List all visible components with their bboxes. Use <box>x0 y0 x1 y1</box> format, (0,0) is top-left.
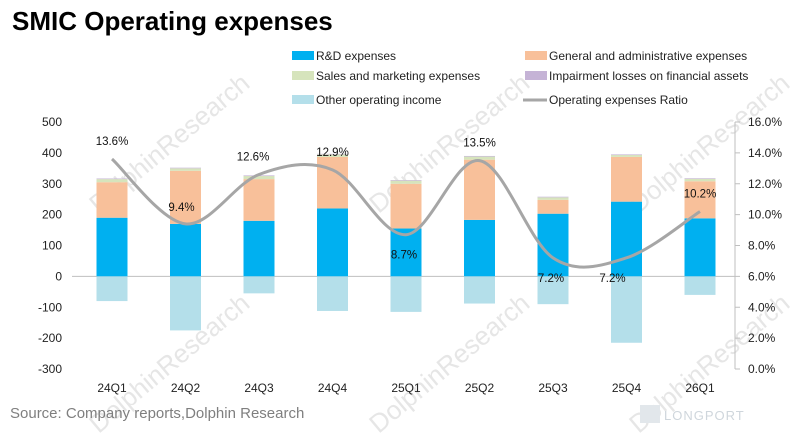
legend-swatch-other <box>292 95 314 104</box>
bar-rd <box>317 208 348 277</box>
bar-ga <box>537 199 569 214</box>
y-left-tick: 400 <box>42 146 62 160</box>
bar-other <box>243 276 275 294</box>
ratio-data-label: 7.2% <box>599 273 625 285</box>
x-tick: 24Q1 <box>97 381 127 395</box>
bar-sales <box>684 178 716 182</box>
bar-impairment <box>611 154 642 156</box>
y-left-tick: 300 <box>42 177 62 191</box>
bar-impairment <box>684 178 716 179</box>
legend-label-ratio: Operating expenses Ratio <box>549 93 688 107</box>
bar-sales <box>96 179 128 183</box>
y-left-tick: -300 <box>38 362 62 376</box>
y-right-tick: 16.0% <box>748 115 782 129</box>
legend-label-rd: R&D expenses <box>316 49 396 63</box>
bar-ga <box>317 156 348 209</box>
ratio-data-label: 13.5% <box>463 138 496 150</box>
bar-rd <box>170 223 201 277</box>
bar-sales <box>317 154 348 157</box>
bar-other <box>96 276 128 302</box>
chart-title: SMIC Operating expenses <box>12 6 333 36</box>
bar-ga <box>243 179 275 221</box>
ratio-data-label: 10.2% <box>684 189 717 201</box>
watermark-text: DolphinResearch <box>363 288 535 438</box>
bar-sales <box>537 197 569 200</box>
y-right-tick: 6.0% <box>748 269 776 283</box>
bar-other <box>317 276 348 311</box>
x-tick: 25Q2 <box>465 381 495 395</box>
y-right-tick: 14.0% <box>748 146 782 160</box>
bar-rd <box>390 228 422 277</box>
y-left-tick: 200 <box>42 208 62 222</box>
bar-sales <box>611 155 642 157</box>
bar-sales <box>243 176 275 180</box>
x-tick: 26Q1 <box>685 381 715 395</box>
ratio-data-label: 13.6% <box>96 136 129 148</box>
y-right-tick: 2.0% <box>748 331 776 345</box>
legend-swatch-ga <box>525 51 547 60</box>
y-left-tick: -100 <box>38 300 62 314</box>
bar-ga <box>611 156 642 202</box>
bar-other <box>390 276 422 312</box>
ratio-data-label: 9.4% <box>168 202 194 214</box>
legend-label-other: Other operating income <box>316 93 442 107</box>
bar-ga <box>96 182 128 218</box>
ratio-data-label: 12.9% <box>316 147 349 159</box>
bar-ga <box>464 159 495 220</box>
bar-rd <box>611 201 642 277</box>
watermark-text: DolphinResearch <box>363 68 535 219</box>
bar-impairment <box>464 155 495 157</box>
bar-impairment <box>96 178 128 180</box>
bar-other <box>684 276 716 295</box>
x-tick: 25Q1 <box>391 381 421 395</box>
bar-other <box>537 276 569 305</box>
legend-label-impairment: Impairment losses on financial assets <box>549 69 748 83</box>
x-tick: 24Q2 <box>171 381 201 395</box>
y-left-tick: 100 <box>42 239 62 253</box>
bar-rd <box>537 213 569 277</box>
bar-impairment <box>390 180 422 181</box>
legend-label-sales: Sales and marketing expenses <box>316 69 480 83</box>
ratio-data-label: 7.2% <box>538 273 564 285</box>
bar-other <box>464 276 495 304</box>
legend-label-ga: General and administrative expenses <box>549 49 747 63</box>
bar-ga <box>390 183 422 229</box>
bar-rd <box>243 220 275 277</box>
source-note: Source: Company reports,Dolphin Research <box>10 405 305 422</box>
bar-other <box>170 276 201 331</box>
bar-impairment <box>317 153 348 155</box>
ratio-data-label: 12.6% <box>237 151 270 163</box>
bar-rd <box>464 219 495 277</box>
bar-impairment <box>537 196 569 198</box>
x-tick: 25Q4 <box>612 381 642 395</box>
x-tick: 25Q3 <box>538 381 568 395</box>
y-left-tick: 0 <box>55 269 62 283</box>
y-right-tick: 12.0% <box>748 177 782 191</box>
y-right-tick: 10.0% <box>748 208 782 222</box>
bar-sales <box>390 180 422 184</box>
y-left-tick: 500 <box>42 115 62 129</box>
brand-logo-icon <box>640 405 660 423</box>
y-left-tick: -200 <box>38 331 62 345</box>
bar-rd <box>684 218 716 277</box>
bar-ga <box>170 170 201 224</box>
ratio-line <box>110 157 701 269</box>
bar-rd <box>96 217 128 277</box>
bar-impairment <box>170 167 201 169</box>
x-tick: 24Q4 <box>318 381 348 395</box>
y-right-tick: 4.0% <box>748 300 776 314</box>
legend-swatch-rd <box>292 51 314 60</box>
legend-swatch-impairment <box>525 71 547 80</box>
bar-sales <box>464 156 495 160</box>
y-right-tick: 8.0% <box>748 239 776 253</box>
ratio-data-label: 8.7% <box>391 250 417 262</box>
bar-other <box>611 276 642 343</box>
brand-text: LONGPORT <box>664 408 745 423</box>
legend-swatch-sales <box>292 71 314 80</box>
y-right-tick: 0.0% <box>748 362 776 376</box>
x-tick: 24Q3 <box>244 381 274 395</box>
bar-sales <box>170 168 201 171</box>
